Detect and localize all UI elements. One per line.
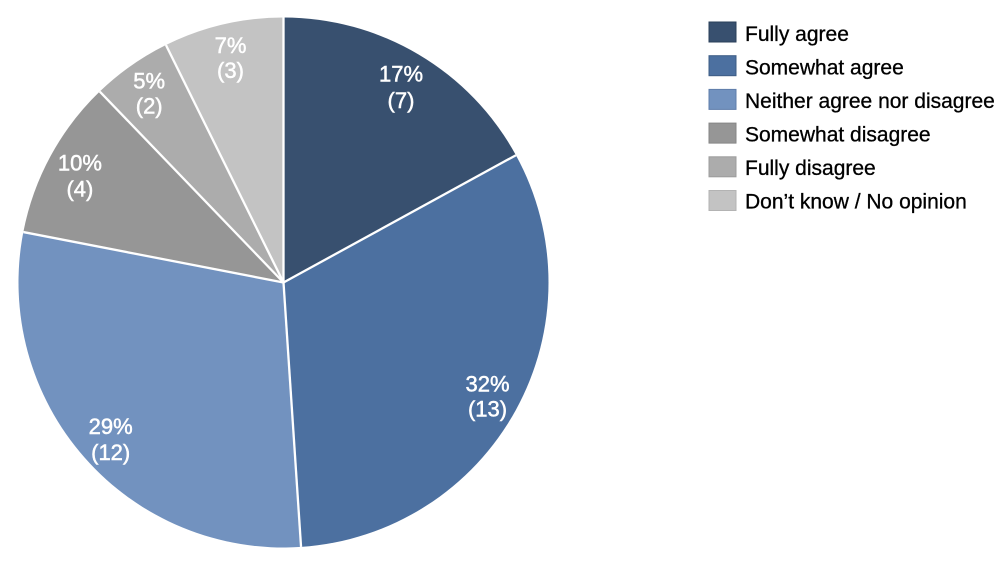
svg-text:29%: 29% xyxy=(89,414,133,439)
svg-text:(12): (12) xyxy=(91,440,130,465)
svg-text:Don’t know / No opinion: Don’t know / No opinion xyxy=(745,191,967,214)
svg-text:Somewhat disagree: Somewhat disagree xyxy=(745,124,931,147)
svg-text:(13): (13) xyxy=(468,397,507,422)
svg-text:Fully disagree: Fully disagree xyxy=(745,157,876,180)
svg-text:(3): (3) xyxy=(217,58,244,83)
svg-text:Neither agree nor disagree: Neither agree nor disagree xyxy=(745,90,995,113)
svg-text:(4): (4) xyxy=(66,177,93,202)
svg-text:32%: 32% xyxy=(465,372,509,397)
svg-text:17%: 17% xyxy=(379,62,423,87)
svg-text:(7): (7) xyxy=(388,88,415,113)
svg-text:5%: 5% xyxy=(133,69,165,94)
svg-text:Somewhat agree: Somewhat agree xyxy=(745,57,904,80)
svg-text:10%: 10% xyxy=(58,151,102,176)
svg-text:7%: 7% xyxy=(215,33,247,58)
svg-text:Fully agree: Fully agree xyxy=(745,23,849,46)
svg-text:(2): (2) xyxy=(136,94,163,119)
